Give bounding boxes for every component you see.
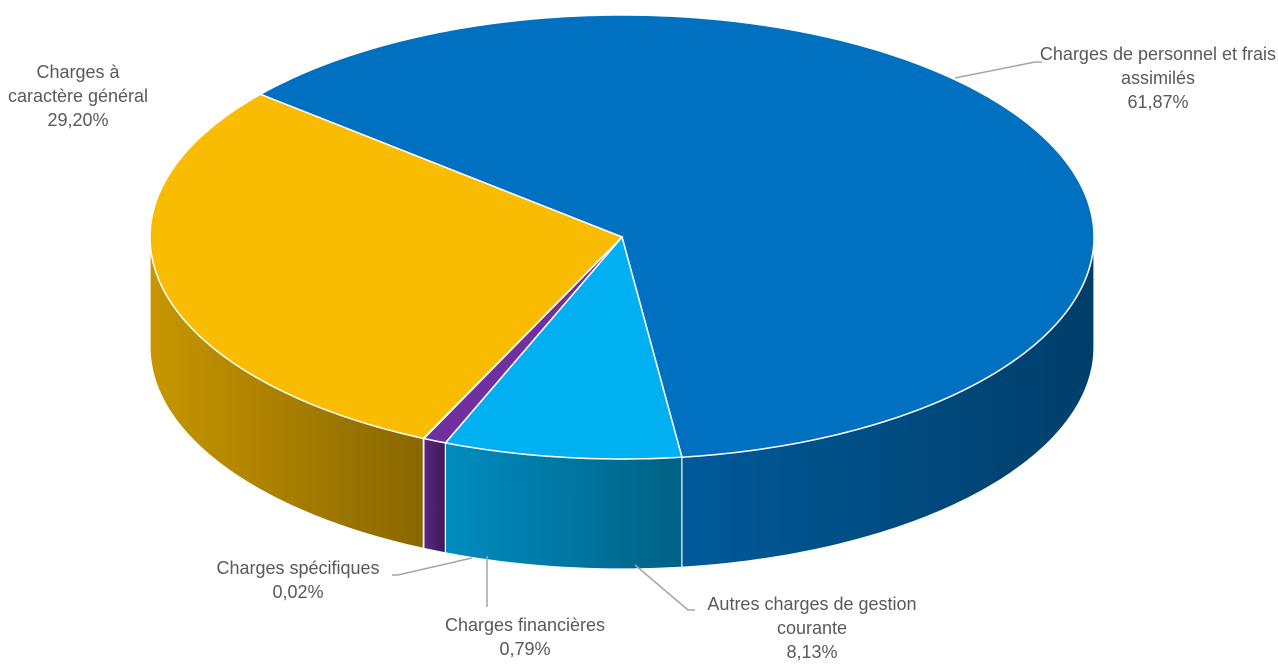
leader-line bbox=[634, 564, 695, 611]
slice-side bbox=[444, 442, 683, 570]
data-label: Autres charges de gestion courante 8,13% bbox=[672, 592, 952, 664]
label-name: Charges de personnel et frais assimilés bbox=[1039, 44, 1277, 88]
data-label: Charges à caractère général 29,20% bbox=[3, 60, 153, 132]
leader-line bbox=[954, 61, 1042, 79]
label-value: 0,02% bbox=[272, 582, 324, 602]
label-name: Autres charges de gestion courante bbox=[707, 594, 917, 638]
label-name: Charges financières bbox=[444, 615, 606, 635]
data-label: Charges financières 0,79% bbox=[415, 613, 635, 661]
slice-top bbox=[258, 14, 1095, 458]
label-value: 29,20% bbox=[47, 110, 109, 130]
label-name: Charges spécifiques bbox=[216, 558, 380, 578]
slice-side bbox=[423, 437, 446, 554]
label-name: Charges à caractère général bbox=[7, 62, 149, 106]
data-label: Charges spécifiques 0,02% bbox=[188, 556, 408, 604]
label-value: 61,87% bbox=[1127, 92, 1189, 112]
data-label: Charges de personnel et frais assimilés 6… bbox=[1028, 42, 1278, 114]
label-value: 0,79% bbox=[499, 639, 551, 659]
leader-line bbox=[392, 557, 473, 576]
label-value: 8,13% bbox=[786, 642, 838, 662]
slice-top bbox=[149, 93, 624, 440]
slice-top bbox=[443, 235, 683, 460]
